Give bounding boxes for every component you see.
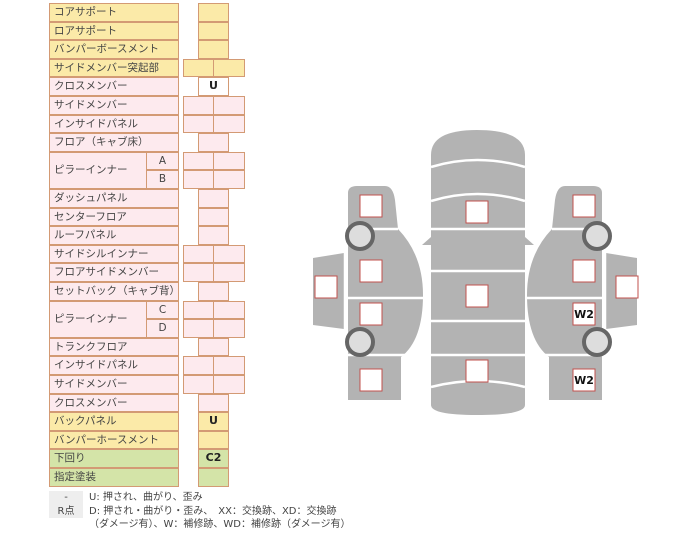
row-label: コアサポート [49,3,179,22]
legend-key [49,518,83,532]
damage-cell[interactable] [198,21,229,41]
damage-mark[interactable] [465,359,489,383]
damage-cell[interactable]: C2 [198,449,229,468]
legend-text: （ダメージ有）、W：補修跡、WD：補修跡（ダメージ有） [89,519,351,530]
legend-text: D: 押され・曲がり・歪み、 XX：交換跡、XD：交換跡 [89,505,337,517]
damage-mark[interactable] [359,194,383,218]
row-label: インサイドパネル [49,114,179,134]
damage-mark[interactable] [572,259,596,283]
damage-mark-label: W2 [574,308,594,321]
damage-mark[interactable] [572,194,596,218]
row-label: クロスメンバー [49,393,179,413]
damage-cell[interactable] [198,282,229,301]
damage-cell[interactable] [198,393,229,413]
car-right-view [527,186,602,400]
damage-cell[interactable] [183,244,214,264]
damage-cell[interactable] [183,319,214,338]
damage-cell[interactable] [213,114,245,134]
wheel-icon [345,327,375,357]
damage-cell[interactable] [198,40,229,59]
damage-mark[interactable] [314,275,338,299]
damage-cell[interactable] [198,189,229,208]
car-top-view [431,130,525,415]
wheel-icon [345,221,375,251]
row-label: バンパーホースメント [49,430,179,450]
damage-mark[interactable] [615,275,639,299]
row-label: フロアサイドメンバー [49,263,179,282]
damage-cell[interactable] [198,468,229,487]
legend-text: U: 押され、曲がり、歪み [89,492,203,503]
row-label: トランクフロア [49,337,179,357]
row-label: 指定塗装 [49,468,179,487]
row-label: センターフロア [49,207,179,227]
damage-cell[interactable] [183,114,214,134]
damage-cell[interactable] [213,356,245,375]
damage-cell[interactable] [183,375,214,394]
row-label: サイドシルインナー [49,244,179,264]
row-label: インサイドパネル [49,356,179,375]
damage-cell[interactable] [198,207,229,227]
row-label: クロスメンバー [49,77,179,96]
damage-cell[interactable] [213,151,245,171]
damage-cell[interactable] [213,300,245,320]
damage-cell[interactable] [198,337,229,357]
damage-cell[interactable] [183,300,214,320]
damage-cell[interactable] [213,319,245,338]
row-sublabel: C [146,300,179,320]
damage-mark[interactable] [359,302,383,326]
row-label: バンパーボースメント [49,40,179,59]
row-label: サイドメンバー突起部 [49,58,179,78]
wheels [345,221,612,357]
damage-mark[interactable] [359,368,383,392]
damage-mark[interactable] [465,200,489,224]
row-sublabel: A [146,151,179,171]
damage-mark[interactable] [572,368,596,392]
damage-cell[interactable] [213,375,245,394]
damage-mark[interactable] [572,302,596,326]
damage-cell[interactable] [183,170,214,189]
damage-cell[interactable] [198,3,229,22]
damage-mark[interactable] [359,259,383,283]
row-label: フロア（キャブ床） [49,133,179,152]
row-label: ルーフパネル [49,226,179,245]
damage-cell[interactable] [183,58,214,78]
damage-cell[interactable] [183,263,214,282]
row-label: サイドメンバー [49,96,179,115]
damage-cell[interactable] [198,430,229,450]
damage-cell[interactable] [213,263,245,282]
damage-cell[interactable] [213,244,245,264]
wheel-icon [582,327,612,357]
damage-cell[interactable] [198,133,229,152]
wheel-icon [582,221,612,251]
damage-cell[interactable]: U [198,77,229,96]
damage-cell[interactable] [213,96,245,115]
legend-key: - [49,491,83,505]
damage-cell[interactable] [213,170,245,189]
damage-cell[interactable] [183,151,214,171]
damage-cell[interactable] [198,226,229,245]
row-label: ロアサポート [49,21,179,41]
row-sublabel: D [146,319,179,338]
damage-cell[interactable]: U [198,412,229,431]
row-sublabel: B [146,170,179,189]
row-label: 下回り [49,449,179,468]
damage-cell[interactable] [183,96,214,115]
car-left-view [348,186,423,400]
row-label: サイドメンバー [49,375,179,394]
car-diagram: W2 W2 [313,130,639,415]
row-label: バックパネル [49,412,179,431]
legend-key: R点 [49,504,83,518]
row-label: ダッシュパネル [49,189,179,208]
row-label: セットバック（キャブ背） [49,282,180,301]
damage-cell[interactable] [183,356,214,375]
damage-mark[interactable] [465,284,489,308]
legend: - U: 押され、曲がり、歪み R点 D: 押され・曲がり・歪み、 XX：交換跡、X… [49,491,350,532]
damage-cell[interactable] [213,58,245,78]
damage-mark-label: W2 [574,374,594,387]
